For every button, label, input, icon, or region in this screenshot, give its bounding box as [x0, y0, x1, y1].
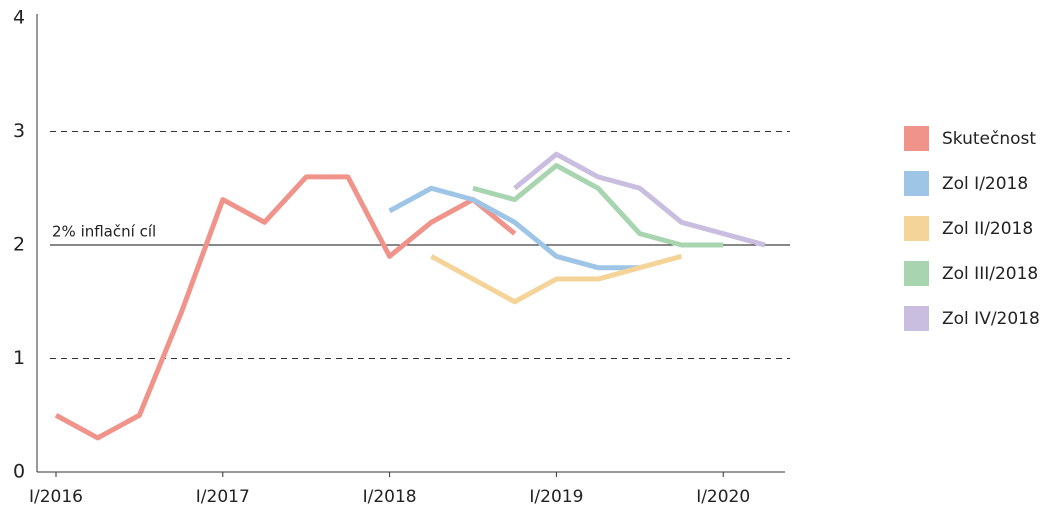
legend-label: Zol IV/2018: [942, 309, 1040, 329]
x-tick-label: I/2016: [29, 487, 83, 507]
series-line: [54, 174, 517, 441]
x-tick-label: I/2019: [529, 487, 583, 507]
x-tick-label: I/2017: [196, 487, 250, 507]
legend-swatch: [904, 306, 929, 331]
legend-swatch: [904, 216, 929, 241]
x-tick-label: I/2020: [696, 487, 750, 507]
y-tick-label: 1: [13, 347, 25, 369]
legend-label: Zol I/2018: [942, 174, 1028, 194]
series-line: [430, 253, 683, 305]
y-tick-label: 3: [13, 120, 25, 142]
legend-label: Zol III/2018: [942, 264, 1038, 284]
reference-label: 2% inflační cíl: [52, 223, 156, 241]
legend-swatch: [904, 171, 929, 196]
series-line: [472, 163, 724, 248]
legend-label: Zol II/2018: [942, 219, 1033, 239]
y-tick-label: 2: [13, 234, 25, 256]
series-line: [513, 151, 766, 248]
series-line: [388, 185, 640, 271]
y-tick-label: 4: [13, 7, 25, 29]
legend-label: Skutečnost: [942, 129, 1036, 149]
legend-swatch: [904, 126, 929, 151]
legend-swatch: [904, 261, 929, 286]
x-tick-label: I/2018: [363, 487, 417, 507]
y-tick-label: 0: [13, 461, 25, 483]
